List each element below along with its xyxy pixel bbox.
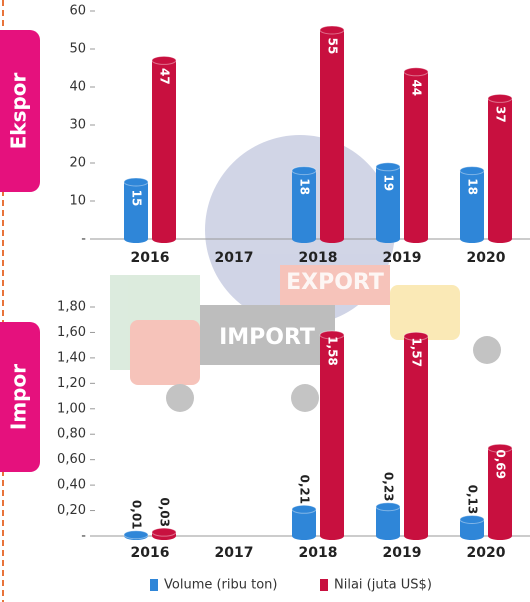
bar-cap [488, 94, 512, 102]
x-tick-label: 2017 [215, 250, 254, 266]
bar-cap [404, 68, 428, 76]
y-tick-label: 30 [69, 118, 86, 133]
y-tick-label: 60 [69, 4, 86, 19]
x-tick-label: 2020 [467, 250, 506, 266]
value-label: 47 [158, 68, 172, 85]
legend-swatch [150, 579, 158, 591]
y-tick-label: 40 [69, 80, 86, 95]
value-label: 19 [382, 174, 396, 191]
wheel [166, 384, 194, 412]
page: EXPORT IMPORT Ekspor - 10 20 30 40 50 60 2016 15 4… [0, 0, 530, 602]
import-label: IMPORT [219, 325, 315, 350]
x-tick-label: 2016 [131, 545, 170, 561]
value-label: 0,01 [130, 500, 144, 530]
y-tick-label: 10 [69, 194, 86, 209]
legend-label: Volume (ribu ton) [164, 578, 278, 593]
y-tick-label: - [81, 529, 86, 544]
x-tick-label: 2018 [299, 545, 338, 561]
value-label: 0,03 [158, 497, 172, 527]
bar-cap [376, 163, 400, 171]
y-tick-label: 1,80 [57, 300, 86, 315]
y-tick-label: 1,20 [57, 376, 86, 391]
bar-cap [292, 505, 316, 513]
value-label: 18 [298, 178, 312, 195]
bar-cap [292, 167, 316, 175]
y-tick-label: 1,00 [57, 401, 86, 416]
value-label: 15 [130, 190, 144, 207]
x-tick-label: 2020 [467, 545, 506, 561]
bar-cap [152, 56, 176, 64]
wheel [291, 384, 319, 412]
export-cab [390, 285, 460, 340]
bar [320, 30, 344, 239]
y-tick-label: 1,40 [57, 350, 86, 365]
value-label: 0,21 [298, 474, 312, 504]
legend-label: Nilai (juta US$) [334, 578, 432, 593]
bar-cap [460, 167, 484, 175]
value-label: 1,57 [410, 337, 424, 367]
chart-title: Ekspor [7, 72, 31, 149]
bar-cap [376, 503, 400, 511]
x-tick-label: 2018 [299, 250, 338, 266]
value-label: 18 [466, 178, 480, 195]
value-label: 55 [326, 38, 340, 55]
bar [152, 60, 176, 239]
value-label: 0,13 [466, 485, 480, 515]
import-cab [130, 320, 200, 385]
bar-cap [124, 178, 148, 186]
y-tick-label: 1,60 [57, 325, 86, 340]
legend-swatch [320, 579, 328, 591]
export-label: EXPORT [286, 270, 384, 295]
bar-cap [152, 528, 176, 536]
y-tick-label: 50 [69, 42, 86, 57]
y-tick-label: 0,40 [57, 478, 86, 493]
y-tick-label: 0,80 [57, 427, 86, 442]
x-tick-label: 2016 [131, 250, 170, 266]
wheel [473, 336, 501, 364]
bar-cap [124, 531, 148, 539]
y-tick-label: 0,20 [57, 503, 86, 518]
y-tick-label: 0,60 [57, 452, 86, 467]
value-label: 1,58 [326, 336, 340, 366]
bar-cap [460, 515, 484, 523]
x-tick-label: 2019 [383, 545, 422, 561]
x-tick-label: 2019 [383, 250, 422, 266]
y-tick-label: - [81, 232, 86, 247]
bar [404, 72, 428, 239]
value-label: 0,23 [382, 472, 396, 502]
value-label: 0,69 [494, 449, 508, 479]
value-label: 37 [494, 106, 508, 123]
y-tick-label: 20 [69, 156, 86, 171]
bar-cap [320, 26, 344, 34]
x-tick-label: 2017 [215, 545, 254, 561]
value-label: 44 [410, 79, 424, 96]
chart-title: Impor [7, 364, 31, 430]
